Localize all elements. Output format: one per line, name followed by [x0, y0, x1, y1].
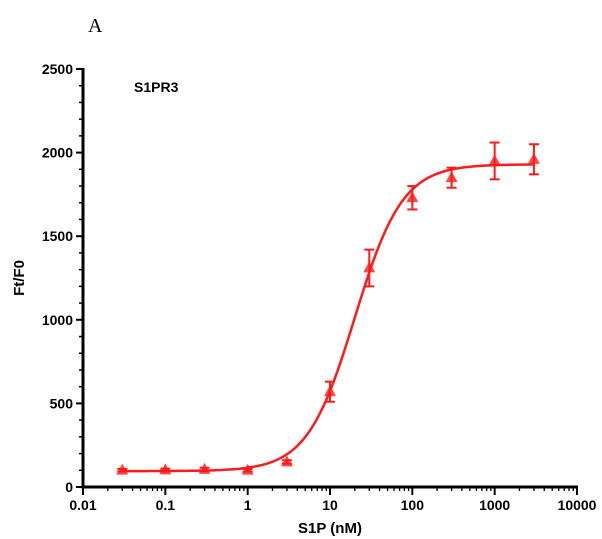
data-points	[116, 152, 540, 475]
plot-area: 0 500 1000 1500 2000 2500 0.01 0.1 1 10 100 1000 10…	[42, 61, 597, 513]
y-axis-ticks: 0 500 1000 1500 2000 2500	[42, 61, 83, 495]
data-point	[488, 154, 501, 166]
x-tick-label: 100	[401, 497, 425, 513]
x-tick-label: 10000	[558, 497, 597, 513]
y-tick-label: 2500	[42, 61, 73, 77]
data-point	[198, 462, 211, 474]
series-annotation: S1PR3	[134, 79, 179, 95]
data-point	[445, 171, 458, 183]
y-tick-label: 0	[65, 479, 73, 495]
panel-label: A	[88, 15, 103, 37]
x-tick-label: 10	[322, 497, 338, 513]
data-point	[406, 191, 419, 203]
data-point	[116, 463, 129, 475]
y-tick-label: 1000	[42, 312, 73, 328]
data-point	[280, 455, 293, 467]
data-point	[527, 152, 540, 164]
x-tick-label: 0.01	[69, 497, 96, 513]
data-point	[159, 463, 172, 475]
y-axis-title: Ft/F0	[11, 260, 28, 296]
x-tick-label: 1000	[479, 497, 510, 513]
x-axis-title: S1P (nM)	[298, 520, 362, 537]
error-bars	[117, 141, 539, 473]
fit-curve	[122, 163, 534, 473]
y-tick-label: 500	[50, 395, 74, 411]
y-tick-label: 2000	[42, 145, 73, 161]
data-point	[324, 385, 336, 397]
y-tick-label: 1500	[42, 228, 73, 244]
x-axis-ticks: 0.01 0.1 1 10 100 1000 10000	[69, 487, 597, 513]
data-point	[241, 463, 254, 475]
x-tick-label: 0.1	[156, 497, 176, 513]
x-tick-label: 1	[244, 497, 252, 513]
data-point	[363, 261, 376, 273]
